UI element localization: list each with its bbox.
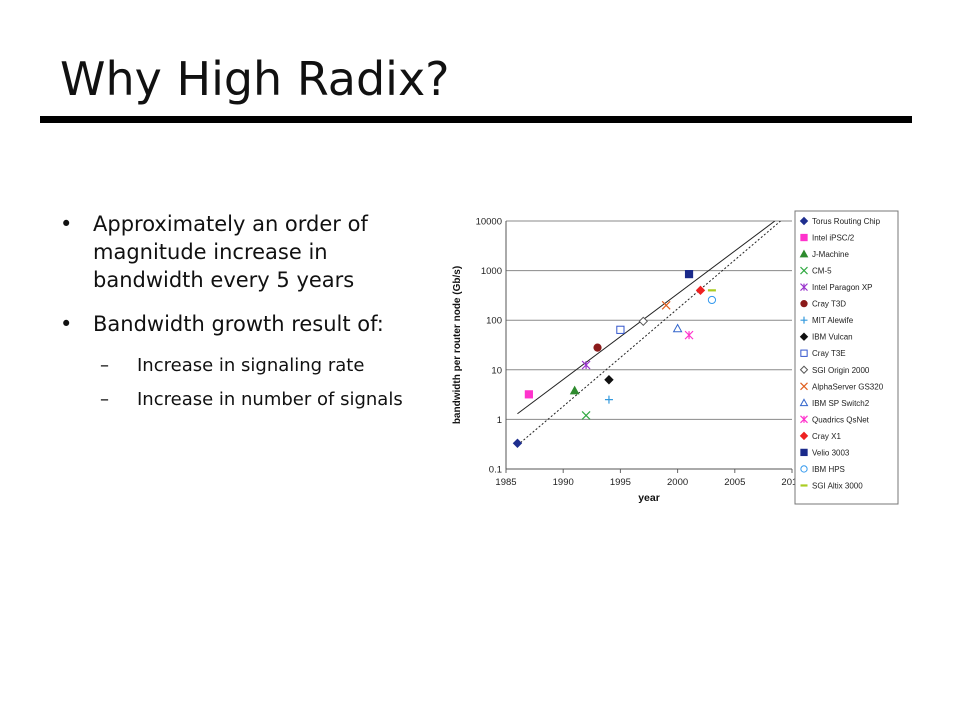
x-tick-label: 1985 [495,477,516,488]
trend-line-solid [517,221,776,415]
bullet-marker: • [60,312,73,336]
x-tick-label: 1995 [610,477,631,488]
sub-bullet-text: Increase in number of signals [137,389,403,410]
bullet-text: Bandwidth growth result of: [93,312,384,336]
legend-entry-label: IBM HPS [812,465,845,474]
legend-marker [800,266,808,275]
legend-entry-label: Quadrics QsNet [812,415,870,424]
bullet-marker: • [60,212,73,236]
legend-entry-label: MIT Alewife [812,316,854,325]
sub-bullet-marker: – [100,389,109,410]
legend-entry-label: CM-5 [812,267,832,276]
legend-entry-label: Intel iPSC/2 [812,234,855,243]
data-point [616,325,625,334]
data-point [604,375,614,385]
legend-entry-label: J-Machine [812,250,849,259]
sub-bullet-marker: – [100,355,109,376]
legend-marker [800,299,808,308]
y-tick-label: 1 [497,415,502,426]
title-underline [40,116,912,123]
legend-entry-label: Cray T3E [812,349,846,358]
legend-marker [799,332,809,341]
plot-area: 0.1 1 10 100 1000 10000 1985 1990 1995 2000 2005 20… [452,217,803,505]
sub-bullet-item: – Increase in number of signals [60,388,430,412]
legend-box [794,210,899,505]
trend-line-dotted [517,221,781,446]
data-point [581,411,591,420]
legend-entry-label: Velio 3003 [812,448,850,457]
sub-bullet-text: Increase in signaling rate [137,355,365,376]
legend-entry-label: Cray X1 [812,432,841,441]
legend-entry-label: Torus Routing Chip [812,217,881,226]
y-tick-label: 10000 [476,217,502,228]
data-point [512,438,523,448]
legend-marker [799,365,809,374]
legend-entry-label: Cray T3D [812,300,846,309]
bandwidth-chart: 0.1 1 10 100 1000 10000 1985 1990 1995 2000 2005 20… [452,210,899,505]
chart-legend: Torus Routing Chip Intel iPSC/2 J-Machine C… [794,210,899,505]
data-point [524,390,533,399]
legend-marker [800,349,808,357]
legend-marker [800,283,808,292]
data-point [638,316,648,327]
legend-marker [800,448,808,457]
x-tick-label: 1990 [553,477,574,488]
data-point [695,285,706,296]
bullet-item: • Approximately an order of magnitude in… [60,210,430,294]
data-point [569,385,580,395]
legend-entry-label: Intel Paragon XP [812,283,872,292]
y-tick-label: 100 [486,316,502,327]
legend-marker [800,233,808,242]
legend-marker [799,216,809,226]
legend-marker [799,431,809,441]
x-tick-label: 2005 [724,477,745,488]
legend-marker [800,465,808,473]
data-point [672,323,683,333]
y-tick-label: 10 [491,365,502,376]
y-tick-label: 0.1 [489,465,502,476]
data-point [684,270,694,279]
legend-entry-label: IBM Vulcan [812,333,853,342]
sub-bullet-item: – Increase in signaling rate [60,354,430,378]
legend-marker [799,398,809,407]
legend-entry-label: SGI Altix 3000 [812,481,863,490]
x-axis-label: year [638,492,660,504]
data-point [661,300,671,310]
legend-marker [800,382,808,391]
x-tick-label: 2010 [781,477,802,488]
data-point [604,395,613,404]
data-point [684,330,694,340]
slide-title: Why High Radix? [60,52,450,106]
bullet-item: • Bandwidth growth result of: [60,310,430,338]
y-axis-label: bandwidth per router node (Gb/s) [452,266,463,424]
bullet-list: • Approximately an order of magnitude in… [60,210,430,422]
legend-marker [800,415,808,424]
legend-entry-label: SGI Origin 2000 [812,366,870,375]
x-tick-label: 2000 [667,477,688,488]
legend-marker [800,316,808,324]
bullet-text: Approximately an order of magnitude incr… [93,212,368,292]
legend-entry-label: IBM SP Switch2 [812,399,870,408]
legend-entry-label: AlphaServer GS320 [812,382,884,391]
y-tick-label: 1000 [481,266,502,277]
data-point [707,295,717,305]
data-point [581,360,591,370]
legend-marker [799,249,809,258]
data-point [593,343,602,352]
